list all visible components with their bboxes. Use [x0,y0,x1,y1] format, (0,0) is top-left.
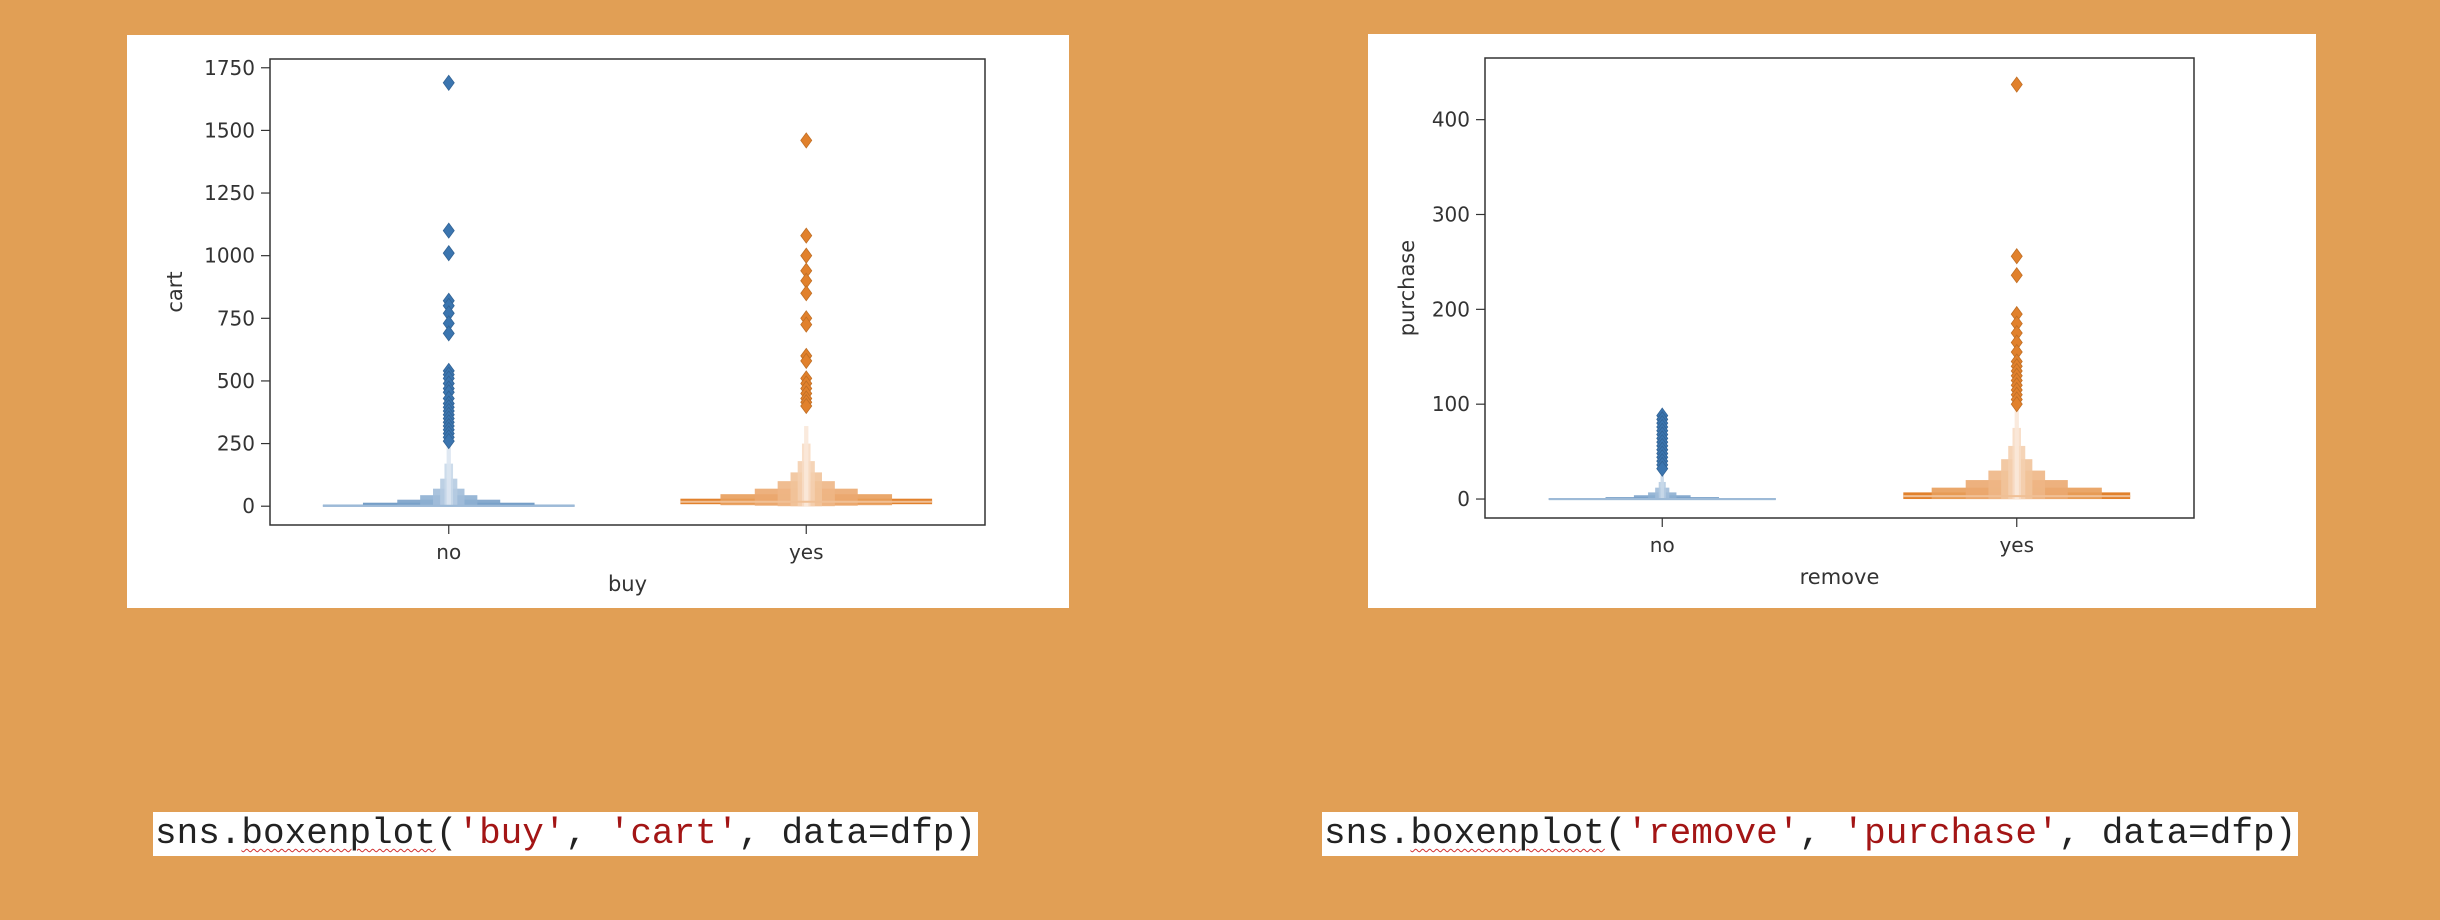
outlier-point-yes [800,352,813,370]
axes-frame [269,58,986,526]
outlier-point-yes [800,285,813,302]
outlier-point-yes [800,227,813,244]
y-tick-label: 500 [217,369,255,393]
boxenplot-figure-buy-cart: 0 250 500 750 1000 1250 1500 1750 no yes buy cart [127,35,1069,608]
outlier-point-yes [2010,396,2023,413]
boxenplot-canvas-buy-cart: 0 250 500 750 1000 1250 1500 1750 no yes buy cart [163,56,986,596]
y-tick-label: 300 [1432,202,1470,226]
y-tick-label: 0 [1457,487,1470,511]
axes-frame [1484,57,2195,519]
y-axis-label: cart [163,271,187,312]
code-separator: , [1799,813,1843,854]
outlier-point-yes [2010,76,2023,93]
boxen-box-no [446,446,451,507]
y-tick-label: 400 [1432,108,1470,132]
outlier-point-no [1656,460,1669,477]
y-tick-label: 750 [217,306,255,330]
x-tick-label: yes [789,540,824,564]
x-tick-label: yes [1999,533,2034,557]
code-function-name: boxenplot [241,813,436,854]
code-module-prefix: sns. [155,813,242,854]
outlier-point-yes [800,247,813,264]
outlier-point-no [442,432,455,450]
y-tick-label: 1250 [204,181,255,205]
code-snippet-buy-cart: sns.boxenplot('buy', 'cart', data=dfp) [153,812,978,856]
outlier-point-yes [800,316,813,333]
code-string-arg-x: 'buy' [457,813,566,854]
outlier-point-no [442,325,455,342]
y-tick-label: 1000 [204,244,255,268]
boxen-box-yes [804,426,809,507]
code-open-paren: ( [435,813,458,854]
y-tick-label: 1500 [204,118,255,142]
boxenplot-canvas-remove-purchase: 0 100 200 300 400 no yes remove purchase [1395,57,2195,589]
outlier-point-yes [800,397,813,415]
y-tick-label: 200 [1432,297,1470,321]
code-string-arg-y: 'purchase' [1842,813,2059,854]
code-module-prefix: sns. [1324,813,1411,854]
x-tick-label: no [1650,533,1675,557]
outlier-point-yes [2010,267,2023,284]
code-string-arg-x: 'remove' [1626,813,1800,854]
y-tick-label: 1750 [204,56,255,80]
code-data-arg: , data=dfp) [738,813,976,854]
code-open-paren: ( [1604,813,1627,854]
y-tick-label: 0 [242,494,255,518]
y-tick-label: 100 [1432,392,1470,416]
outlier-point-yes [2010,248,2023,265]
code-snippet-remove-purchase: sns.boxenplot('remove', 'purchase', data… [1322,812,2299,856]
code-string-arg-y: 'cart' [608,813,739,854]
outlier-point-no [442,222,455,239]
boxenplot-figure-remove-purchase: 0 100 200 300 400 no yes remove purchase [1368,34,2316,608]
outlier-point-yes [800,132,813,149]
boxen-box-no [1660,475,1664,500]
x-axis-label: buy [608,572,647,596]
outlier-point-no [442,74,455,91]
x-axis-label: remove [1800,565,1880,589]
boxen-box-yes [2014,408,2019,500]
code-data-arg: , data=dfp) [2058,813,2297,854]
code-function-name: boxenplot [1410,813,1605,854]
y-axis-label: purchase [1395,240,1419,336]
x-tick-label: no [436,540,461,564]
outlier-point-no [442,244,455,262]
code-separator: , [565,813,609,854]
y-tick-label: 250 [217,432,255,456]
